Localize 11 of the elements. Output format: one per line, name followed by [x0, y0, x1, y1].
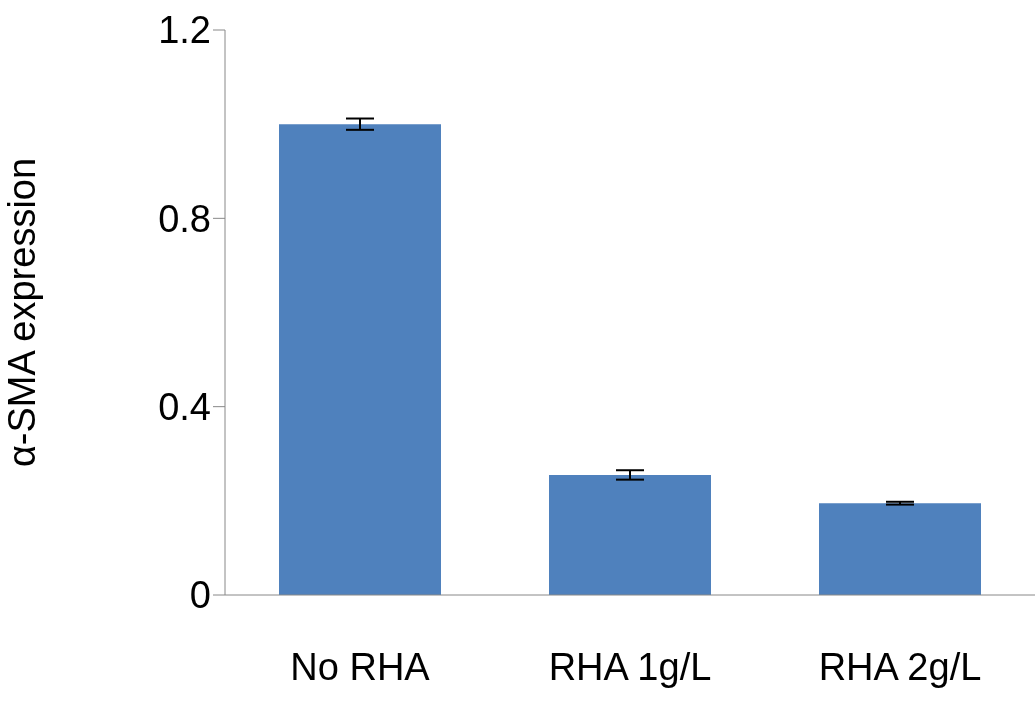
x-tick-label: RHA 2g/L: [818, 645, 982, 688]
x-tick-label: No RHA: [290, 645, 431, 688]
x-tick-label: RHA 1g/L: [548, 645, 712, 688]
y-axis-title: α-SMA expression: [1, 157, 44, 468]
y-tick-label: 0.4: [158, 386, 211, 429]
bar: [819, 503, 981, 595]
y-tick-label: 1.2: [158, 9, 211, 52]
bar: [279, 124, 441, 595]
y-tick-label: 0.8: [158, 197, 211, 240]
y-tick-label: 0: [189, 574, 211, 617]
bar: [549, 474, 711, 595]
